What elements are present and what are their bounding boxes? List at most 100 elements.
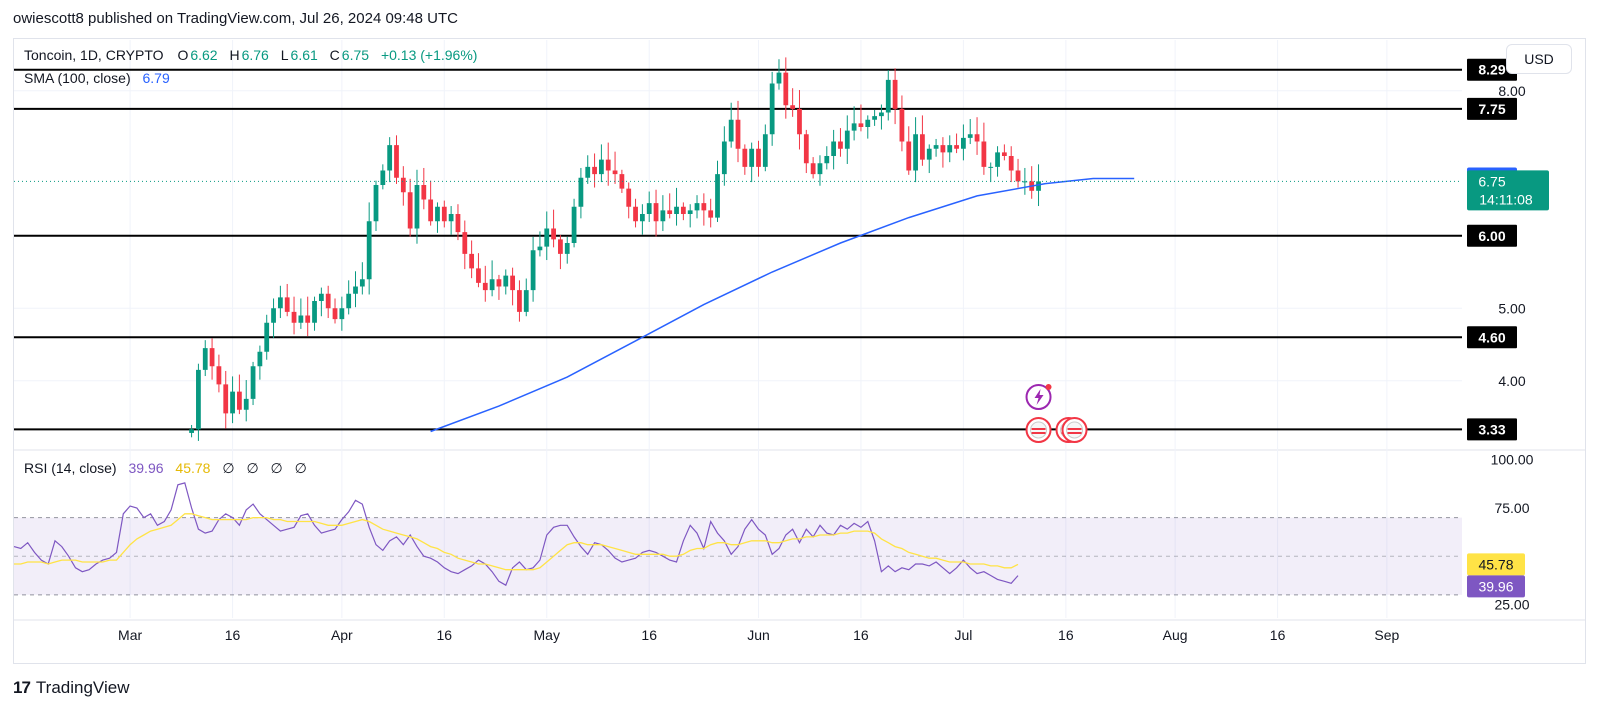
candle-body bbox=[571, 206, 577, 243]
us-flag-stripe-icon bbox=[1067, 428, 1082, 430]
candle-body bbox=[783, 72, 789, 106]
candle-body bbox=[838, 141, 843, 149]
candle-body bbox=[407, 192, 413, 229]
rsi-label[interactable]: RSI (14, close) bbox=[24, 460, 117, 476]
us-flag-stripe-icon bbox=[1067, 432, 1082, 434]
candle-body bbox=[865, 119, 871, 127]
rsi-y-tick-label: 100.00 bbox=[1491, 452, 1534, 468]
candle-body bbox=[510, 275, 515, 291]
tradingview-brand[interactable]: 17 TradingView bbox=[13, 678, 129, 698]
candle-body bbox=[414, 185, 420, 229]
candle-body bbox=[558, 239, 563, 254]
candle-body bbox=[544, 228, 550, 247]
candle-body bbox=[633, 206, 638, 222]
candle-body bbox=[954, 145, 959, 149]
candle-body bbox=[756, 148, 761, 167]
candle-body bbox=[961, 137, 966, 149]
candle-body bbox=[250, 366, 256, 399]
candle-body bbox=[237, 391, 242, 410]
candle-body bbox=[920, 134, 925, 160]
candle-body bbox=[1022, 181, 1028, 183]
candle-body bbox=[325, 293, 331, 309]
candle-body bbox=[797, 108, 802, 135]
candle-body bbox=[257, 351, 263, 367]
candle-body bbox=[346, 293, 352, 309]
x-tick-label: 16 bbox=[1058, 627, 1074, 643]
rsi-legend: RSI (14, close) 39.96 45.78 ∅ ∅ ∅ ∅ bbox=[24, 460, 309, 477]
candle-body bbox=[359, 279, 365, 287]
change-value: +0.13 (+1.96%) bbox=[380, 47, 478, 63]
candle-body bbox=[564, 243, 570, 254]
x-tick-label: 16 bbox=[1270, 627, 1286, 643]
candle-body bbox=[312, 301, 317, 323]
candle-body bbox=[892, 79, 898, 109]
level-label: 8.29 bbox=[1478, 62, 1505, 78]
candle-body bbox=[523, 290, 529, 312]
candle-body bbox=[599, 159, 604, 175]
lightning-icon bbox=[1034, 389, 1044, 405]
open-value: 6.62 bbox=[190, 47, 218, 63]
candle-body bbox=[332, 308, 338, 320]
symbol-label[interactable]: Toncoin, 1D, CRYPTO bbox=[24, 47, 164, 63]
candle-body bbox=[305, 315, 311, 323]
last-price-label: 6.75 bbox=[1478, 173, 1505, 189]
rsi-y-tick-label: 75.00 bbox=[1494, 500, 1529, 516]
high-value: 6.76 bbox=[241, 47, 269, 63]
candle-body bbox=[831, 141, 837, 156]
x-tick-label: 16 bbox=[437, 627, 453, 643]
publish-line: owiescott8 published on TradingView.com,… bbox=[13, 10, 458, 27]
candle-body bbox=[1001, 152, 1007, 156]
tradingview-logo-icon: 17 bbox=[13, 678, 31, 697]
candle-body bbox=[762, 134, 768, 167]
candle-body bbox=[851, 123, 857, 131]
candle-body bbox=[660, 210, 666, 222]
candle-body bbox=[291, 311, 297, 323]
candle-body bbox=[592, 166, 597, 175]
x-tick-label: Mar bbox=[118, 627, 142, 643]
candle-body bbox=[373, 185, 379, 222]
countdown-label: 14:11:08 bbox=[1479, 191, 1533, 207]
candle-body bbox=[817, 163, 823, 175]
x-tick-label: Apr bbox=[331, 627, 353, 643]
rsi-ma-label: 45.78 bbox=[1478, 556, 1513, 572]
candle-body bbox=[339, 308, 345, 320]
candle-body bbox=[653, 203, 659, 222]
level-label: 6.00 bbox=[1478, 228, 1505, 244]
candle-body bbox=[605, 159, 611, 171]
chart-frame bbox=[13, 38, 1586, 664]
candle-body bbox=[988, 166, 994, 168]
candle-body bbox=[216, 366, 222, 385]
candle-body bbox=[885, 79, 891, 113]
rsi-line bbox=[13, 482, 1019, 587]
currency-button[interactable]: USD bbox=[1506, 44, 1572, 74]
candle-body bbox=[708, 210, 714, 218]
sma-label[interactable]: SMA (100, close) bbox=[24, 70, 131, 86]
level-label-bg bbox=[1467, 97, 1517, 120]
candle-body bbox=[967, 134, 973, 138]
candle-body bbox=[776, 72, 782, 84]
candle-body bbox=[728, 119, 734, 142]
candle-body bbox=[264, 322, 270, 352]
candle-body bbox=[674, 206, 679, 214]
candle-body bbox=[400, 177, 406, 193]
rsi-y-tick-label: 25.00 bbox=[1494, 596, 1529, 612]
candle-body bbox=[189, 429, 194, 433]
candle-body bbox=[380, 170, 386, 185]
rsi-ma-value: 45.78 bbox=[175, 460, 211, 476]
candle-body bbox=[387, 145, 393, 171]
candle-body bbox=[202, 348, 208, 370]
rsi-empty-4: ∅ bbox=[294, 460, 307, 476]
level-label-bg bbox=[1467, 224, 1517, 247]
close-label: C bbox=[329, 47, 340, 63]
candle-body bbox=[667, 210, 673, 214]
candle-body bbox=[421, 185, 427, 200]
candle-body bbox=[1015, 170, 1021, 182]
sma-value: 6.79 bbox=[142, 70, 170, 86]
candle-body bbox=[619, 174, 625, 189]
candle-body bbox=[537, 246, 543, 251]
level-label-bg bbox=[1467, 58, 1517, 81]
candle-body bbox=[284, 297, 290, 312]
candle-body bbox=[1036, 181, 1041, 191]
